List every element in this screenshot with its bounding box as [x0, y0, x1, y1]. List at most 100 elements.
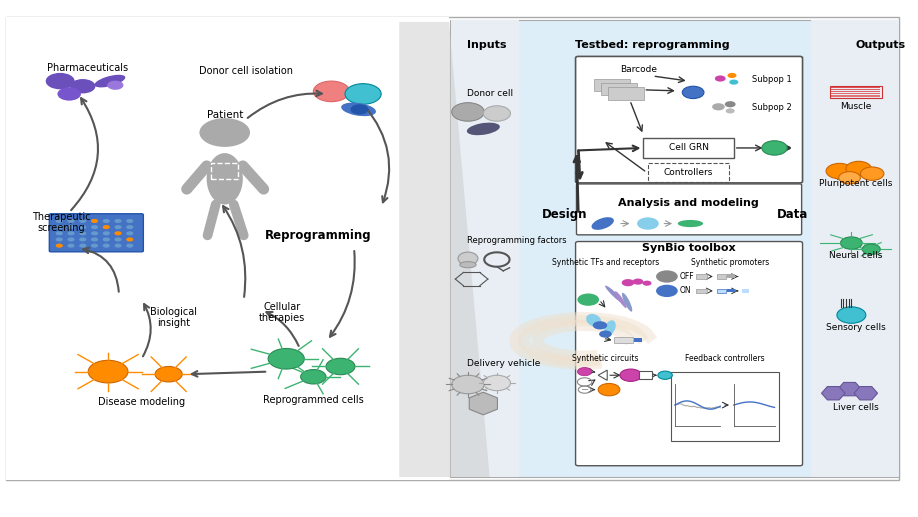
Circle shape — [577, 294, 599, 306]
Ellipse shape — [460, 262, 476, 268]
Circle shape — [88, 360, 128, 383]
Text: −: − — [580, 385, 588, 394]
Bar — [648, 163, 729, 183]
Circle shape — [313, 81, 350, 102]
FancyBboxPatch shape — [50, 214, 143, 252]
Circle shape — [126, 244, 133, 248]
Circle shape — [91, 244, 98, 248]
Circle shape — [67, 225, 74, 229]
Circle shape — [103, 231, 110, 235]
Circle shape — [91, 231, 98, 235]
Circle shape — [351, 104, 368, 115]
Circle shape — [67, 237, 74, 241]
Circle shape — [46, 73, 74, 89]
Bar — [832, 87, 880, 88]
Circle shape — [712, 103, 725, 111]
Circle shape — [841, 237, 862, 249]
Ellipse shape — [467, 123, 499, 135]
Circle shape — [484, 106, 510, 121]
Circle shape — [115, 244, 122, 248]
Bar — [696, 275, 707, 279]
Circle shape — [103, 244, 110, 248]
Circle shape — [58, 87, 81, 101]
Bar — [639, 371, 652, 379]
Text: Outputs: Outputs — [856, 40, 906, 50]
Bar — [832, 95, 880, 97]
Polygon shape — [822, 387, 845, 400]
Text: Subpop 2: Subpop 2 — [752, 103, 791, 112]
Text: Cellular
therapies: Cellular therapies — [259, 302, 305, 323]
Bar — [644, 138, 733, 158]
Bar — [832, 89, 880, 90]
Circle shape — [658, 371, 672, 379]
Text: Donor cell isolation: Donor cell isolation — [198, 66, 293, 76]
Text: Pluripotent cells: Pluripotent cells — [819, 179, 892, 188]
Text: Subpop 1: Subpop 1 — [752, 75, 791, 84]
Circle shape — [682, 86, 704, 99]
Bar — [451, 20, 519, 477]
Text: Biological
insight: Biological insight — [150, 307, 196, 328]
Ellipse shape — [95, 75, 126, 87]
Circle shape — [103, 225, 110, 229]
Circle shape — [762, 141, 787, 155]
Ellipse shape — [622, 293, 633, 312]
Circle shape — [621, 279, 634, 286]
Circle shape — [115, 237, 122, 241]
Circle shape — [56, 231, 62, 235]
Circle shape — [79, 225, 86, 229]
Circle shape — [268, 348, 304, 369]
Ellipse shape — [605, 285, 624, 303]
Circle shape — [845, 161, 871, 176]
Circle shape — [862, 244, 880, 254]
Circle shape — [452, 103, 485, 121]
Text: Delivery vehicle: Delivery vehicle — [467, 359, 541, 369]
Ellipse shape — [107, 81, 123, 90]
Text: Sensory cells: Sensory cells — [826, 324, 886, 332]
Circle shape — [727, 73, 736, 78]
Text: Feedback controllers: Feedback controllers — [685, 354, 765, 363]
Circle shape — [70, 79, 95, 94]
Circle shape — [155, 367, 183, 382]
Circle shape — [656, 270, 677, 283]
Circle shape — [593, 321, 607, 329]
Circle shape — [67, 231, 74, 235]
Text: SynBio toolbox: SynBio toolbox — [642, 243, 735, 253]
Text: Synthetic promoters: Synthetic promoters — [691, 257, 769, 267]
Bar — [670, 372, 779, 441]
Ellipse shape — [677, 220, 703, 227]
Circle shape — [633, 279, 644, 285]
Circle shape — [126, 237, 133, 241]
Circle shape — [56, 225, 62, 229]
Circle shape — [637, 217, 659, 230]
Circle shape — [79, 231, 86, 235]
Circle shape — [56, 244, 62, 248]
Bar — [727, 289, 734, 293]
Circle shape — [326, 358, 355, 375]
Circle shape — [91, 219, 98, 223]
Bar — [211, 163, 239, 179]
Bar — [608, 87, 644, 100]
Bar — [717, 275, 725, 279]
Text: Testbed: reprogramming: Testbed: reprogramming — [575, 40, 730, 50]
Circle shape — [103, 219, 110, 223]
FancyBboxPatch shape — [576, 241, 802, 466]
Text: Patient: Patient — [207, 110, 243, 119]
Text: Controllers: Controllers — [664, 168, 713, 177]
Bar — [594, 79, 630, 92]
Circle shape — [484, 375, 510, 391]
Circle shape — [115, 219, 122, 223]
Circle shape — [643, 281, 652, 286]
Circle shape — [199, 118, 250, 147]
Text: Synthetic TFs and receptors: Synthetic TFs and receptors — [552, 257, 659, 267]
Ellipse shape — [604, 321, 616, 336]
Circle shape — [837, 307, 866, 323]
Circle shape — [577, 368, 592, 376]
Polygon shape — [838, 383, 861, 396]
Circle shape — [103, 237, 110, 241]
Bar — [811, 20, 900, 477]
Bar — [830, 86, 882, 98]
Text: Data: Data — [777, 208, 808, 221]
Text: Analysis and modeling: Analysis and modeling — [618, 198, 759, 208]
Text: Therapeutic
screening: Therapeutic screening — [32, 211, 91, 233]
Circle shape — [656, 285, 677, 297]
